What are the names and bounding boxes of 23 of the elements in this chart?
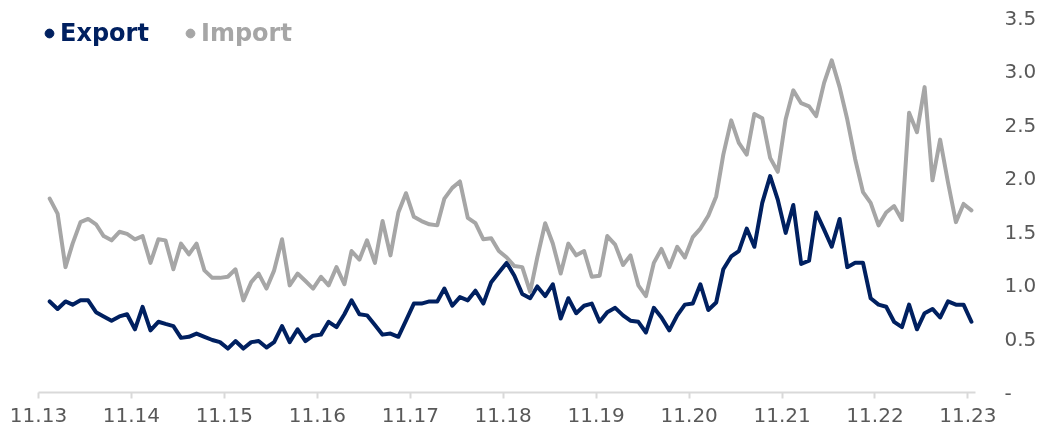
legend-label: Import [201, 19, 292, 47]
y-tick-label: 3.0 [1004, 59, 1037, 84]
line-series [47, 174, 974, 351]
x-tick-label: 11.17 [381, 402, 439, 427]
x-tick-label: 11.18 [474, 402, 532, 427]
x-tick-label: 11.19 [567, 402, 625, 427]
x-tick-label: 11.13 [9, 402, 68, 427]
y-tick-label: 2.0 [1004, 166, 1037, 191]
legend-label: Export [60, 19, 149, 47]
line-series [47, 58, 974, 303]
x-tick-label: 11.16 [288, 402, 347, 427]
x-tick-label: 11.15 [195, 402, 253, 427]
y-tick-label: - [1004, 380, 1012, 405]
x-tick-label: 11.21 [753, 402, 811, 427]
y-tick-label: 2.5 [1004, 112, 1037, 137]
y-tick-label: 1.0 [1004, 273, 1037, 298]
y-tick-label: 3.5 [1004, 5, 1037, 30]
x-tick-label: 11.14 [102, 402, 161, 427]
x-tick-label: 11.23 [939, 402, 997, 427]
y-tick-label: 1.5 [1004, 219, 1037, 244]
y-tick-label: 0.5 [1004, 326, 1037, 351]
x-tick-label: 11.22 [846, 402, 904, 427]
x-tick-label: 11.20 [660, 402, 718, 427]
